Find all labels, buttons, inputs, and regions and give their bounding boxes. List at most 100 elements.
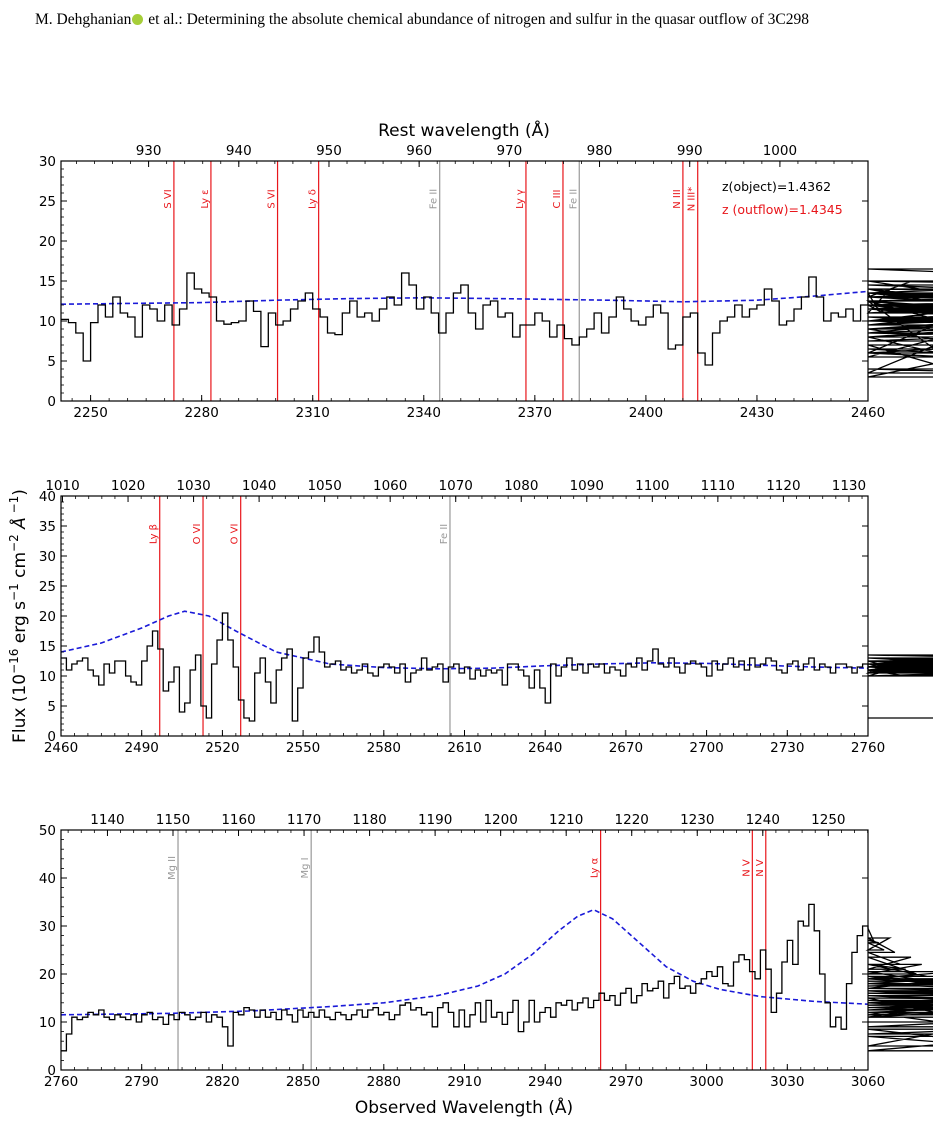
y-tick-label: 40 <box>39 871 56 887</box>
top-tick-label: 1120 <box>766 478 800 494</box>
x-tick-label: 2940 <box>528 1074 562 1090</box>
x-tick-label: 2760 <box>44 1074 78 1090</box>
top-tick-label: 1240 <box>746 812 780 828</box>
x-tick-label: 2640 <box>528 740 562 756</box>
x-tick-label: 2430 <box>740 405 774 421</box>
y-tick-label: 30 <box>39 549 56 565</box>
line-marker-label: Ly α <box>590 857 601 878</box>
x-tick-label: 2550 <box>286 740 320 756</box>
observed-spectrum <box>61 268 933 378</box>
top-tick-label: 1050 <box>307 478 341 494</box>
panel-top: S VI Ly ε S VI Ly δ Fe II Ly γ C III Fe II N III… <box>39 143 933 421</box>
y-tick-label: 50 <box>39 823 56 839</box>
x-tick-label: 2760 <box>851 740 885 756</box>
top-tick-label: 1030 <box>176 478 210 494</box>
y-tick-label: 25 <box>39 579 56 595</box>
x-axis-label: Observed Wavelength (Å) <box>355 1096 573 1118</box>
top-tick-label: 1000 <box>763 143 797 159</box>
top-tick-label: 1180 <box>352 812 386 828</box>
observed-spectrum <box>61 612 933 722</box>
x-tick-label: 2610 <box>447 740 481 756</box>
top-tick-label: 1160 <box>221 812 255 828</box>
continuum-model <box>60 908 869 1016</box>
x-tick-label: 2520 <box>205 740 239 756</box>
y-tick-label: 5 <box>47 699 56 715</box>
line-marker-label: S VI <box>267 189 278 208</box>
y-tick-label: 20 <box>39 234 56 250</box>
z-outflow-label: z (outflow)=1.4345 <box>722 202 843 217</box>
top-tick-label: 1250 <box>811 812 845 828</box>
y-tick-label: 10 <box>39 314 56 330</box>
top-tick-label: 1130 <box>832 478 866 494</box>
y-tick-label: 35 <box>39 519 56 535</box>
author-name: M. Dehghanian <box>35 11 132 28</box>
x-tick-label: 2490 <box>125 740 159 756</box>
running-head: M. Dehghanian et al.: Determining the ab… <box>35 11 809 29</box>
y-tick-label: 10 <box>39 669 56 685</box>
z-object-label: z(object)=1.4362 <box>722 179 831 194</box>
rest-wavelength-label: Rest wavelength (Å) <box>378 119 550 141</box>
top-tick-label: 970 <box>496 143 522 159</box>
line-marker-label: Ly γ <box>515 189 526 209</box>
x-tick-label: 2880 <box>367 1074 401 1090</box>
line-marker-label: O VI <box>230 524 241 545</box>
x-tick-label: 2370 <box>518 405 552 421</box>
continuum-model <box>60 290 869 305</box>
panel-frame <box>60 495 869 737</box>
line-marker-label: O VI <box>192 524 203 545</box>
y-tick-label: 5 <box>47 354 56 370</box>
x-tick-label: 2820 <box>205 1074 239 1090</box>
running-title: et al.: Determining the absolute chemica… <box>144 11 810 28</box>
x-tick-label: 2400 <box>629 405 663 421</box>
x-tick-label: 2460 <box>851 405 885 421</box>
y-tick-label: 25 <box>39 194 56 210</box>
top-tick-label: 1020 <box>111 478 145 494</box>
y-tick-label: 15 <box>39 639 56 655</box>
top-tick-label: 960 <box>406 143 432 159</box>
x-tick-label: 2730 <box>770 740 804 756</box>
x-tick-label: 2850 <box>286 1074 320 1090</box>
y-tick-label: 30 <box>39 154 56 170</box>
line-marker-label: Mg II <box>167 856 178 880</box>
line-marker-label: C III <box>552 189 563 208</box>
top-tick-label: 1060 <box>373 478 407 494</box>
top-tick-label: 1230 <box>680 812 714 828</box>
top-tick-label: 990 <box>677 143 703 159</box>
orcid-icon[interactable] <box>132 14 144 25</box>
top-tick-label: 980 <box>587 143 613 159</box>
top-tick-label: 1080 <box>504 478 538 494</box>
top-tick-label: 930 <box>136 143 162 159</box>
x-tick-label: 3030 <box>770 1074 804 1090</box>
x-tick-label: 2280 <box>184 405 218 421</box>
line-marker-label: Ly ε <box>200 189 211 208</box>
top-tick-label: 1220 <box>615 812 649 828</box>
observed-spectrum <box>61 903 933 1052</box>
y-tick-label: 20 <box>39 609 56 625</box>
top-tick-label: 940 <box>226 143 252 159</box>
y-tick-label: 30 <box>39 919 56 935</box>
x-tick-label: 2310 <box>296 405 330 421</box>
top-tick-label: 1040 <box>242 478 276 494</box>
y-tick-label: 0 <box>47 394 56 410</box>
y-tick-label: 40 <box>39 489 56 505</box>
line-marker-label: N V <box>741 859 752 877</box>
panel-frame <box>60 160 869 402</box>
x-tick-label: 3060 <box>851 1074 885 1090</box>
top-tick-label: 950 <box>316 143 342 159</box>
top-tick-label: 1150 <box>156 812 190 828</box>
top-tick-label: 1110 <box>701 478 735 494</box>
y-tick-label: 10 <box>39 1015 56 1031</box>
top-tick-label: 1170 <box>287 812 321 828</box>
top-tick-label: 1200 <box>483 812 517 828</box>
line-marker-label: S VI <box>163 189 174 208</box>
continuum-model <box>60 610 869 670</box>
top-tick-label: 1090 <box>570 478 604 494</box>
top-tick-label: 1140 <box>90 812 124 828</box>
top-tick-label: 1210 <box>549 812 583 828</box>
x-tick-label: 2790 <box>125 1074 159 1090</box>
x-tick-label: 2250 <box>73 405 107 421</box>
x-tick-label: 2670 <box>609 740 643 756</box>
